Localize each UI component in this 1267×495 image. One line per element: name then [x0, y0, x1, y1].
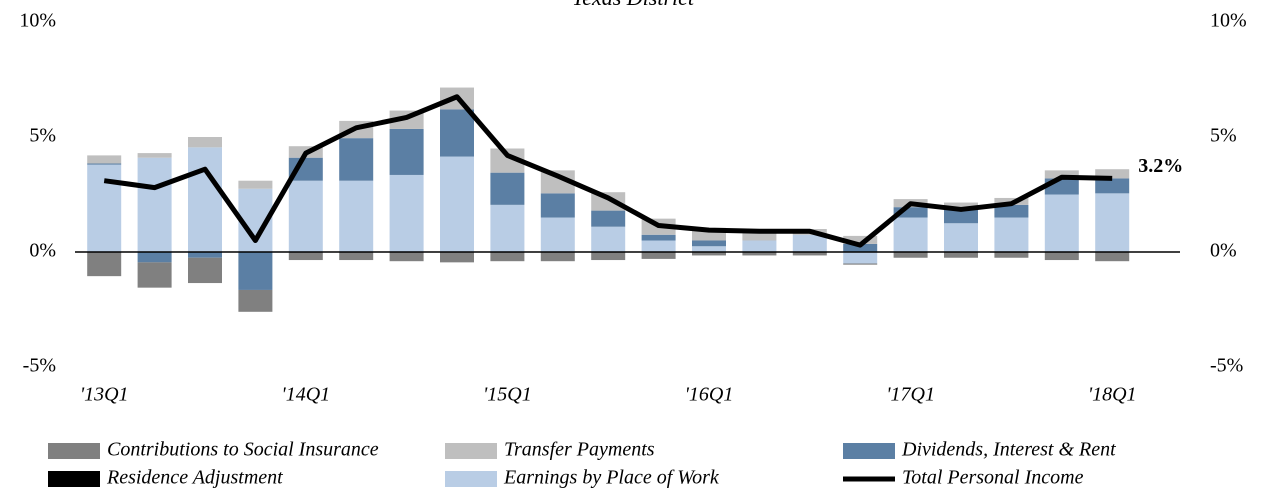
bar-segment	[540, 252, 575, 262]
bar-segment	[238, 252, 273, 290]
bar-segment	[893, 217, 928, 252]
value-label: 3.2%	[1138, 155, 1183, 177]
bar-segment	[137, 262, 172, 288]
bar-segment	[944, 202, 978, 210]
bar-segment	[87, 163, 122, 165]
bar-segment	[389, 252, 424, 262]
bar-segment	[641, 240, 676, 252]
bar-segment	[692, 246, 726, 252]
legend-label: Contributions to Social Insurance	[107, 439, 379, 461]
bar-segment	[490, 252, 525, 262]
y-tick-label: 10%	[19, 10, 56, 32]
bar-segment	[994, 252, 1029, 258]
bar-segment	[893, 207, 928, 218]
bar-segment	[188, 147, 222, 252]
bar-segment	[490, 172, 525, 205]
bar-segment	[87, 252, 122, 277]
bar-segment	[540, 217, 575, 252]
bar-segment	[944, 209, 978, 224]
bar-segment	[641, 252, 676, 259]
bar-segment	[1095, 252, 1130, 262]
bar-segment	[792, 252, 827, 256]
bar-segment	[87, 155, 122, 164]
bar-segment	[1095, 193, 1130, 252]
bar-segment	[137, 252, 172, 263]
bar-segment	[843, 243, 878, 252]
bar-segment	[591, 252, 626, 261]
bar-segment	[944, 223, 978, 252]
x-tick-label: '13Q1	[80, 384, 129, 406]
bar-segment	[188, 257, 222, 284]
bar-segment	[440, 156, 474, 252]
legend-label: Transfer Payments	[504, 439, 655, 461]
y2-tick-label: 0%	[1210, 240, 1237, 262]
bar-segment	[137, 153, 172, 158]
legend-label: Residence Adjustment	[106, 467, 283, 489]
y-tick-label: -5%	[23, 355, 56, 377]
bar-segment	[1044, 170, 1079, 179]
legend-swatch	[445, 471, 497, 487]
bar-segment	[188, 137, 222, 148]
bar-segment	[137, 157, 172, 252]
bar-segment	[641, 234, 676, 241]
chart-title: Texas District	[572, 0, 695, 10]
bar-segment	[843, 235, 878, 244]
bar-segment	[1044, 194, 1079, 252]
bar-segment	[540, 170, 575, 194]
legend-label: Dividends, Interest & Rent	[901, 439, 1116, 461]
bar-segment	[440, 252, 474, 263]
bar-segment	[1095, 178, 1130, 194]
bar-segment	[339, 180, 374, 252]
legend-swatch	[843, 443, 895, 459]
x-tick-label: '17Q1	[886, 384, 935, 406]
legend-label: Total Personal Income	[902, 467, 1084, 489]
x-tick-label: '18Q1	[1088, 384, 1137, 406]
bar-segment	[591, 226, 626, 252]
bar-segment	[389, 128, 424, 175]
bar-segment	[389, 174, 424, 252]
bar-segment	[490, 204, 525, 252]
y2-tick-label: -5%	[1210, 355, 1243, 377]
bar-segment	[339, 138, 374, 181]
bar-segment	[692, 252, 726, 256]
bar-segment	[893, 252, 928, 258]
bar-segment	[288, 252, 323, 261]
x-tick-label: '16Q1	[685, 384, 734, 406]
bar-segment	[944, 252, 978, 258]
total-line	[103, 94, 1113, 248]
legend-swatch	[445, 443, 497, 459]
bar-segment	[742, 252, 777, 256]
bar-segment	[994, 217, 1029, 252]
bar-segment	[742, 240, 777, 252]
bar-segment	[692, 240, 726, 247]
bar-segment	[540, 193, 575, 218]
bar-segment	[238, 289, 273, 312]
bar-segment	[994, 204, 1029, 218]
legend-label: Earnings by Place of Work	[503, 467, 720, 489]
bar-segment	[188, 252, 222, 258]
y2-tick-label: 10%	[1210, 10, 1247, 32]
bar-segment	[1095, 169, 1130, 179]
x-tick-label: '15Q1	[483, 384, 532, 406]
legend-swatch	[48, 443, 100, 459]
bar-segment	[792, 234, 827, 252]
bar-segment	[339, 252, 374, 261]
bar-segment	[440, 109, 474, 157]
y-tick-label: 0%	[29, 240, 56, 262]
bar-segment	[843, 263, 878, 265]
x-tick-label: '14Q1	[281, 384, 330, 406]
y2-tick-label: 5%	[1210, 125, 1237, 147]
bar-segment	[1044, 252, 1079, 261]
legend-swatch	[48, 471, 100, 487]
bar-segment	[591, 210, 626, 227]
bar-segment	[843, 252, 878, 264]
bar-segment	[87, 164, 122, 252]
bar-segment	[742, 230, 777, 241]
bar-segment	[288, 180, 323, 252]
y-tick-label: 5%	[29, 125, 56, 147]
bar-segment	[238, 180, 273, 189]
